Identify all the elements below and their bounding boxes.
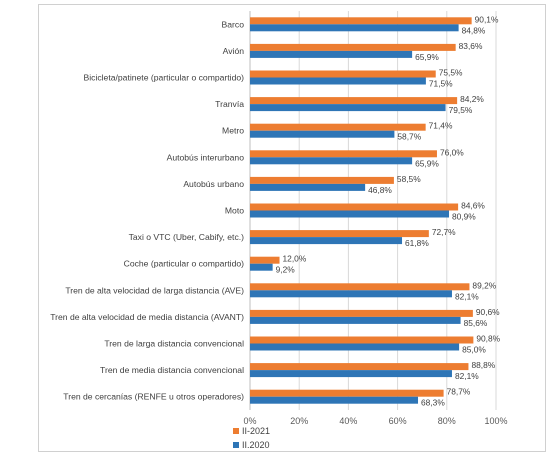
legend-item-2020: II.2020: [233, 440, 270, 450]
data-label: 71,5%: [429, 79, 453, 89]
data-label: 90,6%: [476, 307, 500, 317]
category-label: Tren de alta velocidad de media distanci…: [50, 312, 244, 322]
x-tick-label: 0%: [243, 416, 256, 426]
bar: [250, 50, 413, 58]
category-label: Coche (particular o compartido): [124, 259, 245, 269]
category-label: Barco: [222, 19, 245, 29]
bar: [250, 97, 458, 105]
data-label: 79,5%: [449, 105, 473, 115]
bar: [250, 283, 470, 291]
bar: [250, 24, 459, 32]
bar: [250, 70, 436, 78]
data-label: 80,9%: [452, 212, 476, 222]
data-label: 75,5%: [439, 68, 463, 78]
category-label: Tren de alta velocidad de larga distanci…: [65, 285, 244, 295]
legend-swatch-2021: [233, 428, 239, 434]
bar: [250, 104, 446, 112]
category-label: Taxi o VTC (Uber, Cabify, etc.): [129, 232, 245, 242]
bar: [250, 130, 395, 138]
bar: [250, 309, 473, 317]
data-label: 68,3%: [421, 398, 445, 408]
x-tick-label: 100%: [484, 416, 507, 426]
bar: [250, 157, 413, 165]
data-label: 82,1%: [455, 371, 479, 381]
category-label: Autobús urbano: [183, 179, 244, 189]
data-label: 90,8%: [476, 334, 500, 344]
category-label: Moto: [225, 206, 244, 216]
legend-label-2021: II-2021: [242, 426, 271, 436]
bar: [250, 389, 444, 397]
bar: [250, 77, 426, 85]
data-label: 58,5%: [397, 174, 421, 184]
x-tick-label: 40%: [339, 416, 357, 426]
data-label: 84,6%: [461, 201, 485, 211]
data-label: 84,8%: [462, 25, 486, 35]
bar: [250, 237, 403, 245]
legend-swatch-2020: [233, 442, 239, 448]
data-label: 84,2%: [460, 94, 484, 104]
data-label: 65,9%: [415, 158, 439, 168]
bar: [250, 263, 273, 271]
data-label: 83,6%: [459, 41, 483, 51]
data-label: 85,6%: [464, 318, 488, 328]
bar: [250, 43, 456, 51]
category-label: Autobús interurbano: [167, 152, 245, 162]
legend-label-2020: II.2020: [242, 440, 270, 450]
bar: [250, 183, 366, 191]
bar: [250, 176, 394, 184]
category-label: Avión: [223, 46, 245, 56]
data-label: 71,4%: [429, 121, 453, 131]
category-label: Tren de media distancia convencional: [100, 365, 244, 375]
category-label: Tren de larga distancia convencional: [104, 339, 244, 349]
data-label: 58,7%: [397, 132, 421, 142]
category-label: Bicicleta/patinete (particular o compart…: [84, 73, 245, 83]
data-label: 78,7%: [447, 387, 471, 397]
bar: [250, 396, 419, 404]
data-label: 65,9%: [415, 52, 439, 62]
x-tick-label: 20%: [290, 416, 308, 426]
data-label: 72,7%: [432, 227, 456, 237]
data-label: 90,1%: [475, 14, 499, 24]
bar: [250, 290, 452, 298]
bar: [250, 230, 429, 238]
data-label: 76,0%: [440, 147, 464, 157]
bar: [250, 203, 459, 211]
bar: [250, 150, 437, 158]
bar: [250, 17, 472, 25]
data-label: 12,0%: [283, 254, 307, 264]
data-label: 88,8%: [471, 360, 495, 370]
data-label: 89,2%: [472, 280, 496, 290]
bar: [250, 363, 469, 371]
x-tick-label: 60%: [389, 416, 407, 426]
bar: [250, 256, 280, 264]
bar: [250, 336, 474, 344]
data-label: 85,0%: [462, 345, 486, 355]
bar: [250, 210, 450, 218]
data-label: 82,1%: [455, 291, 479, 301]
category-label: Metro: [222, 126, 244, 136]
bar: [250, 316, 461, 324]
data-label: 46,8%: [368, 185, 392, 195]
category-label: Tren de cercanías (RENFE u otros operado…: [63, 392, 244, 402]
bar: [250, 343, 460, 351]
bar: [250, 123, 426, 131]
category-label: Tranvía: [215, 99, 244, 109]
data-label: 61,8%: [405, 238, 429, 248]
legend-item-2021: II-2021: [233, 426, 270, 436]
bar: [250, 370, 452, 378]
x-tick-label: 80%: [438, 416, 456, 426]
data-label: 9,2%: [276, 265, 296, 275]
